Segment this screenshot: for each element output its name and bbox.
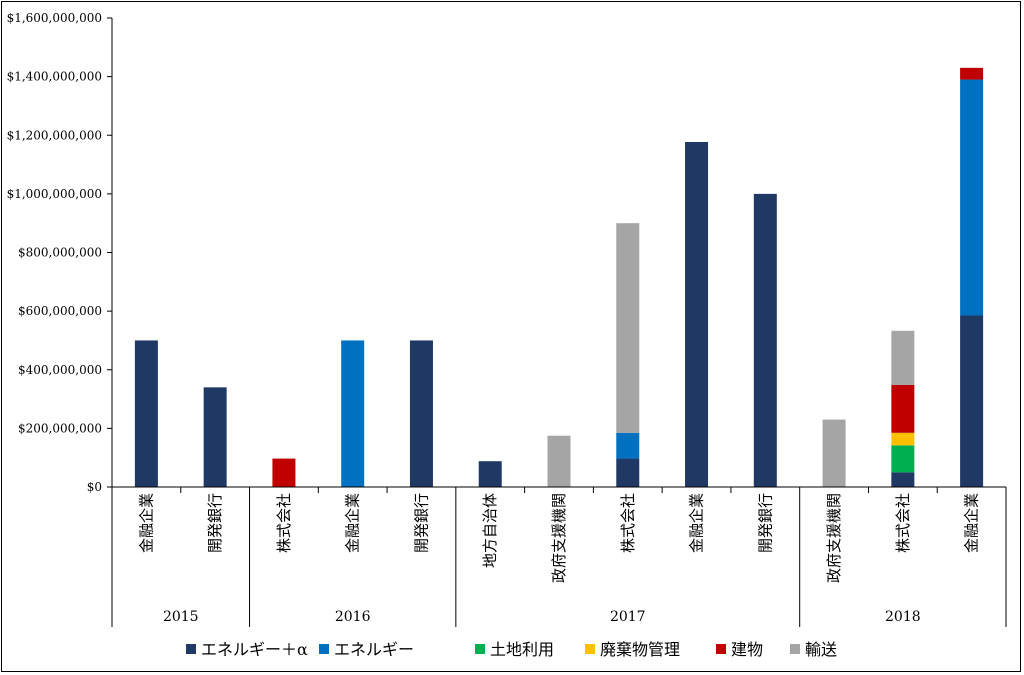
bar-segment bbox=[409, 340, 433, 487]
legend-label: 廃棄物管理 bbox=[600, 640, 680, 659]
bar-segment bbox=[891, 432, 915, 446]
bar-segment bbox=[616, 223, 640, 433]
legend: エネルギー＋α エネルギー 土地利用 廃棄物管理 建物 輸送 bbox=[186, 640, 837, 659]
bar-segment bbox=[134, 340, 158, 487]
year-label: 2018 bbox=[885, 609, 921, 625]
category-label: 政府支援機関 bbox=[550, 493, 568, 583]
bar-segment bbox=[616, 432, 640, 459]
category-label: 株式会社 bbox=[619, 493, 637, 553]
y-axis: $0 $200,000,000 $400,000,000 $600,000,000 $8… bbox=[7, 11, 113, 494]
category-label: 政府支援機関 bbox=[825, 493, 843, 583]
bar-segment bbox=[891, 445, 915, 473]
bar-segment bbox=[203, 387, 227, 487]
bar-segment bbox=[891, 330, 915, 385]
year-label: 2015 bbox=[163, 609, 199, 625]
legend-label: 輸送 bbox=[805, 640, 837, 659]
bar-segment bbox=[685, 141, 709, 487]
legend-label: 建物 bbox=[731, 640, 763, 659]
category-label: 金融企業 bbox=[344, 493, 362, 553]
year-label: 2016 bbox=[335, 609, 371, 625]
y-tick-label: $0 bbox=[87, 480, 102, 494]
legend-swatch bbox=[475, 644, 485, 654]
y-tick-label: $1,200,000,000 bbox=[7, 128, 102, 142]
bars bbox=[134, 67, 984, 487]
legend-swatch bbox=[186, 644, 196, 654]
legend-label: エネルギー＋α bbox=[201, 640, 308, 659]
category-label: 株式会社 bbox=[275, 493, 293, 553]
y-tick-label: $400,000,000 bbox=[18, 363, 102, 377]
legend-label: エネルギー bbox=[334, 640, 414, 659]
category-label: 開発銀行 bbox=[206, 493, 224, 553]
bar-segment bbox=[891, 384, 915, 433]
y-tick-label: $1,600,000,000 bbox=[7, 11, 102, 25]
legend-swatch bbox=[790, 644, 800, 654]
legend-swatch bbox=[716, 644, 726, 654]
bar-segment bbox=[960, 67, 984, 80]
category-label: 開発銀行 bbox=[412, 493, 430, 553]
y-tick-label: $1,000,000,000 bbox=[7, 187, 102, 201]
category-label: 開発銀行 bbox=[756, 493, 774, 553]
category-label: 金融企業 bbox=[688, 493, 706, 553]
y-tick-label: $800,000,000 bbox=[18, 246, 102, 260]
bar-segment bbox=[753, 193, 777, 487]
category-label: 株式会社 bbox=[894, 493, 912, 553]
bar-segment bbox=[341, 340, 365, 487]
bar-segment bbox=[547, 435, 571, 487]
bar-segment bbox=[891, 472, 915, 487]
year-label: 2017 bbox=[610, 609, 646, 625]
category-label: 金融企業 bbox=[963, 493, 981, 553]
legend-swatch bbox=[585, 644, 595, 654]
legend-swatch bbox=[319, 644, 329, 654]
y-tick-label: $1,400,000,000 bbox=[7, 70, 102, 84]
y-tick-label: $600,000,000 bbox=[18, 304, 102, 318]
y-tick-label: $200,000,000 bbox=[18, 421, 102, 435]
category-label: 地方自治体 bbox=[481, 493, 499, 568]
bar-segment bbox=[272, 458, 296, 487]
bar-segment bbox=[478, 461, 502, 487]
category-label: 金融企業 bbox=[137, 493, 155, 553]
bar-segment bbox=[822, 419, 846, 487]
bar-segment bbox=[960, 315, 984, 487]
bar-segment bbox=[960, 79, 984, 316]
bar-segment bbox=[616, 458, 640, 487]
legend-label: 土地利用 bbox=[490, 640, 554, 659]
x-axis: 金融企業 開発銀行 株式会社 金融企業 開発銀行 地方自治体 政府支援機関 株式会社 金融企業 開… bbox=[111, 486, 1007, 627]
